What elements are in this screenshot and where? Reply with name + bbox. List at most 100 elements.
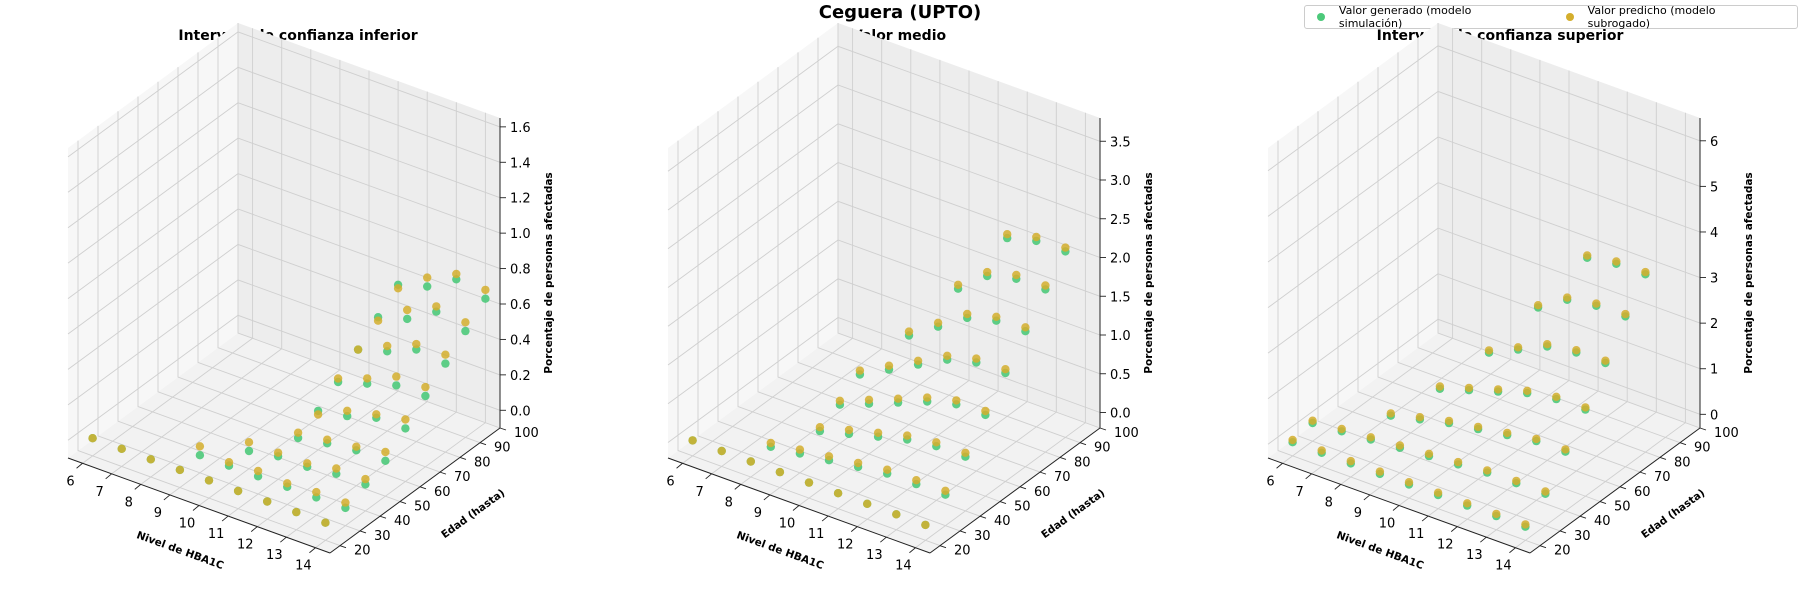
point-predicted	[1473, 422, 1483, 432]
point-predicted	[452, 269, 461, 279]
grid-line-y	[157, 81, 421, 488]
grid-line-z	[667, 45, 1101, 172]
point-predicted	[393, 284, 403, 293]
point-predicted	[321, 518, 330, 527]
point-predicted	[244, 438, 254, 447]
point-predicted	[363, 374, 372, 383]
point-predicted	[323, 435, 332, 444]
point-predicted	[1386, 409, 1396, 418]
point-predicted	[824, 452, 834, 461]
x-tick-label: 12	[237, 538, 254, 553]
z-tick-label: 1	[1710, 363, 1718, 378]
x-tick-label: 10	[779, 517, 796, 532]
point-predicted	[884, 361, 894, 370]
point-predicted	[1612, 257, 1621, 266]
point-predicted	[972, 354, 981, 363]
y-tick	[1679, 442, 1687, 446]
y-tick-label: 20	[354, 544, 371, 559]
y-tick-label: 20	[954, 544, 971, 559]
grid-line-y	[97, 125, 361, 532]
point-predicted	[932, 438, 941, 447]
grid-line-y	[1417, 37, 1681, 444]
y-tick	[399, 501, 407, 504]
point-generated	[461, 326, 470, 336]
legend-label-generated: Valor generado (modelo simulación)	[1338, 4, 1472, 30]
z-tick-label: 1.4	[510, 156, 531, 171]
point-predicted	[1583, 251, 1592, 260]
x-tick-label: 10	[179, 517, 196, 532]
point-predicted	[1521, 520, 1530, 529]
point-predicted	[952, 396, 961, 405]
point-predicted	[1572, 346, 1581, 355]
z-tick-label: 1.6	[510, 121, 531, 136]
x-tick-label: 9	[754, 506, 762, 521]
point-predicted	[961, 448, 970, 457]
point-predicted	[312, 487, 321, 497]
point-predicted	[1395, 441, 1405, 450]
y-tick	[1699, 427, 1707, 431]
grid-line-z	[667, 200, 1101, 327]
grid-line-z	[1267, 136, 1701, 263]
point-generated	[403, 314, 412, 324]
z-tick-label: 1.2	[510, 192, 531, 207]
x-tick	[1276, 462, 1283, 469]
grid-line-z	[667, 239, 1101, 366]
point-predicted	[992, 312, 1001, 321]
point-predicted	[1308, 416, 1317, 425]
y-tick	[1019, 486, 1027, 490]
y-tick	[1539, 545, 1547, 549]
z-tick-label: 0.0	[510, 404, 531, 419]
grid-line-z	[667, 84, 1101, 211]
y-tick-label: 90	[1094, 441, 1111, 456]
y-tick-label: 40	[994, 514, 1011, 529]
x-tick	[676, 462, 683, 469]
point-predicted	[1581, 403, 1590, 412]
point-predicted	[88, 434, 97, 443]
z-tick-label: 0.4	[510, 333, 531, 348]
point-predicted	[1523, 386, 1532, 395]
grid-line-y	[797, 52, 1061, 458]
point-predicted	[775, 467, 785, 477]
point-predicted	[766, 438, 775, 448]
z-tick-label: 3.5	[1110, 135, 1131, 150]
point-predicted	[1366, 433, 1376, 442]
grid-line-z	[67, 314, 501, 441]
point-predicted	[204, 476, 214, 485]
point-predicted	[224, 458, 234, 467]
grid-line-z	[67, 208, 501, 335]
y-tick-label: 70	[454, 470, 471, 485]
y-tick	[1579, 515, 1587, 519]
legend-item-predicted: Valor predicho (modelo subrogado)	[1565, 4, 1779, 30]
point-predicted	[421, 382, 430, 392]
grid-line-y	[77, 140, 341, 547]
point-predicted	[1433, 488, 1443, 497]
y-tick	[1639, 471, 1647, 475]
y-tick-label: 70	[1054, 470, 1071, 485]
z-tick-label: 0.2	[510, 369, 531, 384]
grid-line-y	[1357, 81, 1621, 488]
x-tick	[1363, 494, 1371, 501]
grid-line-y	[677, 140, 941, 547]
z-tick-label: 1.0	[1110, 329, 1131, 344]
grid-line-z	[667, 316, 1101, 443]
y-tick	[479, 442, 487, 446]
y-tick-label: 80	[1674, 455, 1691, 470]
point-predicted	[863, 499, 872, 508]
grid-line-y	[1297, 125, 1561, 532]
x-tick-label: 8	[725, 495, 733, 510]
point-predicted	[1003, 230, 1012, 239]
point-predicted	[332, 464, 341, 473]
grid-line-y	[697, 125, 961, 532]
point-generated	[441, 359, 450, 368]
grid-line-y	[137, 96, 401, 502]
point-predicted	[1503, 428, 1512, 438]
x-tick	[909, 547, 916, 554]
x-tick	[1509, 547, 1516, 554]
grid-line-y	[1437, 23, 1701, 429]
y-tick-label: 80	[474, 455, 491, 470]
point-predicted	[233, 486, 243, 496]
point-predicted	[146, 455, 155, 464]
grid-line-y	[237, 23, 501, 429]
point-predicted	[893, 394, 903, 403]
